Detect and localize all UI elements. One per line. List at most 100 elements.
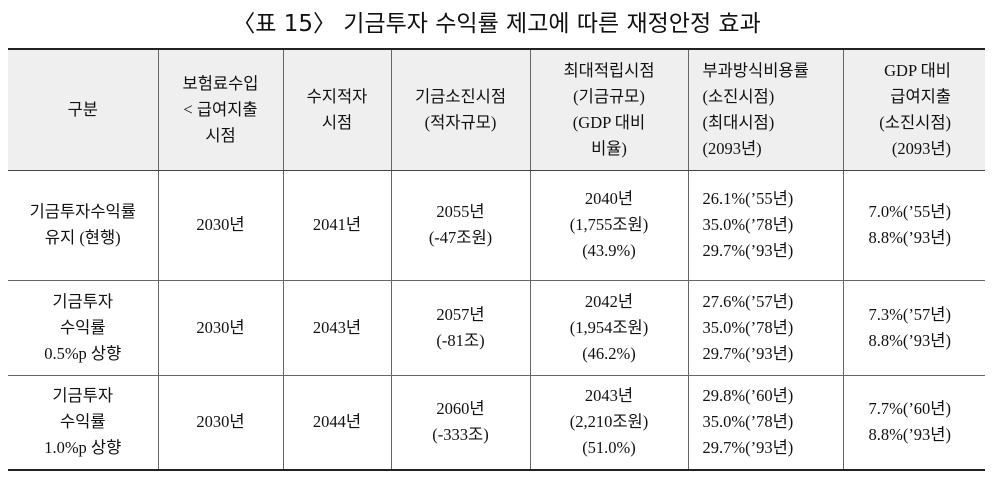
cell-line: 최대적립시점 <box>563 60 655 80</box>
table-header: 구분 보험료수입 < 급여지출 시점 수지적자 시점 기금소진시점 (적자규모) 최대적립시점(… <box>8 48 985 171</box>
cell-line: (-47조원) <box>428 228 493 247</box>
cell-line: 비율) <box>591 138 627 158</box>
cell-line: 2040년 <box>584 189 634 208</box>
cell-line: 27.6%(’57년) <box>702 291 794 311</box>
cell-line: 2060년 <box>436 399 485 419</box>
cell-line: 2057년 <box>436 304 485 324</box>
cell-line: 급여지출 <box>890 86 951 106</box>
cell-line: 기금투자 <box>52 386 114 406</box>
cell-line: (1,755조원) <box>569 215 649 234</box>
cell-line: 구분 <box>67 99 98 119</box>
table-cell: 2030년 <box>157 375 283 471</box>
header-row: 구분 보험료수입 < 급여지출 시점 수지적자 시점 기금소진시점 (적자규모) 최대적립시점(… <box>8 48 985 171</box>
cell-line: 시점 <box>205 125 236 145</box>
cell-line: (최대시점) <box>702 112 775 132</box>
cell-line: 29.7%(’93년) <box>702 343 794 363</box>
table-cell: 7.3%(’57년) 8.8%(’93년) <box>842 280 985 376</box>
table-cell: 2041년 <box>282 170 391 281</box>
table-cell: 2043년 <box>282 280 391 376</box>
table-cell: 2044년 <box>282 375 391 471</box>
table-cell: 7.7%(’60년) 8.8%(’93년) <box>842 375 985 471</box>
cell-line: 2043년 <box>584 386 634 406</box>
table-cell: 2042년 (1,954조원) (46.2%) <box>529 280 688 376</box>
cell-line: 수지적자 <box>306 86 368 106</box>
table-cell: 부과방식비용률 (소진시점) (최대시점) (2093년) <box>687 48 843 171</box>
cell-line: 2041년 <box>312 215 362 234</box>
cell-line: 0.5%p 상향 <box>44 343 122 363</box>
table-row: 기금투자수익률 유지 (현행) 2030년 2041년 2055년 (-47조원) 2040… <box>8 170 985 281</box>
cell-line: 2030년 <box>196 215 245 234</box>
cell-line: 기금투자수익률 <box>29 202 136 221</box>
cell-line: 수익률 <box>59 317 106 337</box>
cell-line: (소진시점) <box>702 86 775 106</box>
cell-line: 2042년 <box>584 291 634 311</box>
cell-line: 수익률 <box>59 412 106 432</box>
cell-line: 기금소진시점 <box>414 86 507 106</box>
cell-line: 8.8%(’93년) <box>868 228 951 247</box>
table-body: 기금투자수익률 유지 (현행) 2030년 2041년 2055년 (-47조원) 2040… <box>8 170 985 471</box>
table-cell: 7.0%(’55년) 8.8%(’93년) <box>842 170 985 281</box>
cell-line: (기금규모) <box>573 86 645 106</box>
cell-line: 2044년 <box>312 412 362 432</box>
table-cell: 2030년 <box>157 170 283 281</box>
cell-line: 보험료수입 <box>182 73 259 93</box>
table-cell: 2057년 (-81조) <box>390 280 530 376</box>
cell-line: (-333조) <box>432 425 489 445</box>
table-title: 〈표 15〉 기금투자 수익률 제고에 따른 재정안정 효과 <box>232 11 761 37</box>
cell-line: (46.2%) <box>582 343 636 363</box>
cell-line: (-81조) <box>436 330 485 350</box>
cell-line: (2,210조원) <box>569 412 649 432</box>
table-cell: 2040년 (1,755조원) (43.9%) <box>529 170 688 281</box>
table-cell: 29.8%(’60년) 35.0%(’78년) 29.7%(’93년) <box>687 375 843 471</box>
table-cell: 2030년 <box>157 280 283 376</box>
cell-line: 7.3%(’57년) <box>868 304 951 324</box>
cell-line: 8.8%(’93년) <box>868 425 951 445</box>
table-cell: 구분 <box>8 48 158 171</box>
table-cell: 26.1%(’55년) 35.0%(’78년) 29.7%(’93년) <box>687 170 843 281</box>
cell-line: 시점 <box>321 112 353 132</box>
cell-line: 26.1%(’55년) <box>702 189 794 208</box>
cell-line: (소진시점) <box>879 112 951 132</box>
cell-line: (43.9%) <box>582 241 636 260</box>
table-cell: 기금소진시점 (적자규모) <box>390 48 530 171</box>
cell-line: 기금투자 <box>52 291 114 311</box>
cell-line: 부과방식비용률 <box>702 60 809 80</box>
cell-line: 35.0%(’78년) <box>702 412 794 432</box>
table-cell: 2043년 (2,210조원) (51.0%) <box>529 375 688 471</box>
cell-line: 2030년 <box>196 317 245 337</box>
table: 구분 보험료수입 < 급여지출 시점 수지적자 시점 기금소진시점 (적자규모) 최대적립시점(… <box>8 48 985 471</box>
cell-line: (1,954조원) <box>569 317 649 337</box>
cell-line: 35.0%(’78년) <box>702 215 794 234</box>
cell-line: 유지 (현행) <box>44 228 121 247</box>
cell-line: (51.0%) <box>582 438 636 458</box>
cell-line: 8.8%(’93년) <box>868 330 951 350</box>
cell-line: (적자규모) <box>424 112 497 132</box>
cell-line: 7.7%(’60년) <box>868 399 951 419</box>
cell-line: < 급여지출 <box>183 99 258 119</box>
cell-line: 2043년 <box>312 317 362 337</box>
cell-line: (2093년) <box>891 138 951 158</box>
cell-line: 29.7%(’93년) <box>702 241 794 260</box>
cell-line: (GDP 대비 <box>572 112 646 132</box>
cell-line: 35.0%(’78년) <box>702 317 794 337</box>
cell-line: 29.8%(’60년) <box>702 386 794 406</box>
cell-line: 29.7%(’93년) <box>702 438 794 458</box>
table-cell: 27.6%(’57년) 35.0%(’78년) 29.7%(’93년) <box>687 280 843 376</box>
cell-line: (2093년) <box>702 138 762 158</box>
cell-line: 1.0%p 상향 <box>44 438 122 458</box>
cell-line: 7.0%(’55년) <box>868 202 951 221</box>
cell-line: GDP 대비 <box>884 60 951 80</box>
table-cell: 2055년 (-47조원) <box>390 170 530 281</box>
table-cell: 2060년 (-333조) <box>390 375 530 471</box>
cell-line: 2030년 <box>196 412 245 432</box>
